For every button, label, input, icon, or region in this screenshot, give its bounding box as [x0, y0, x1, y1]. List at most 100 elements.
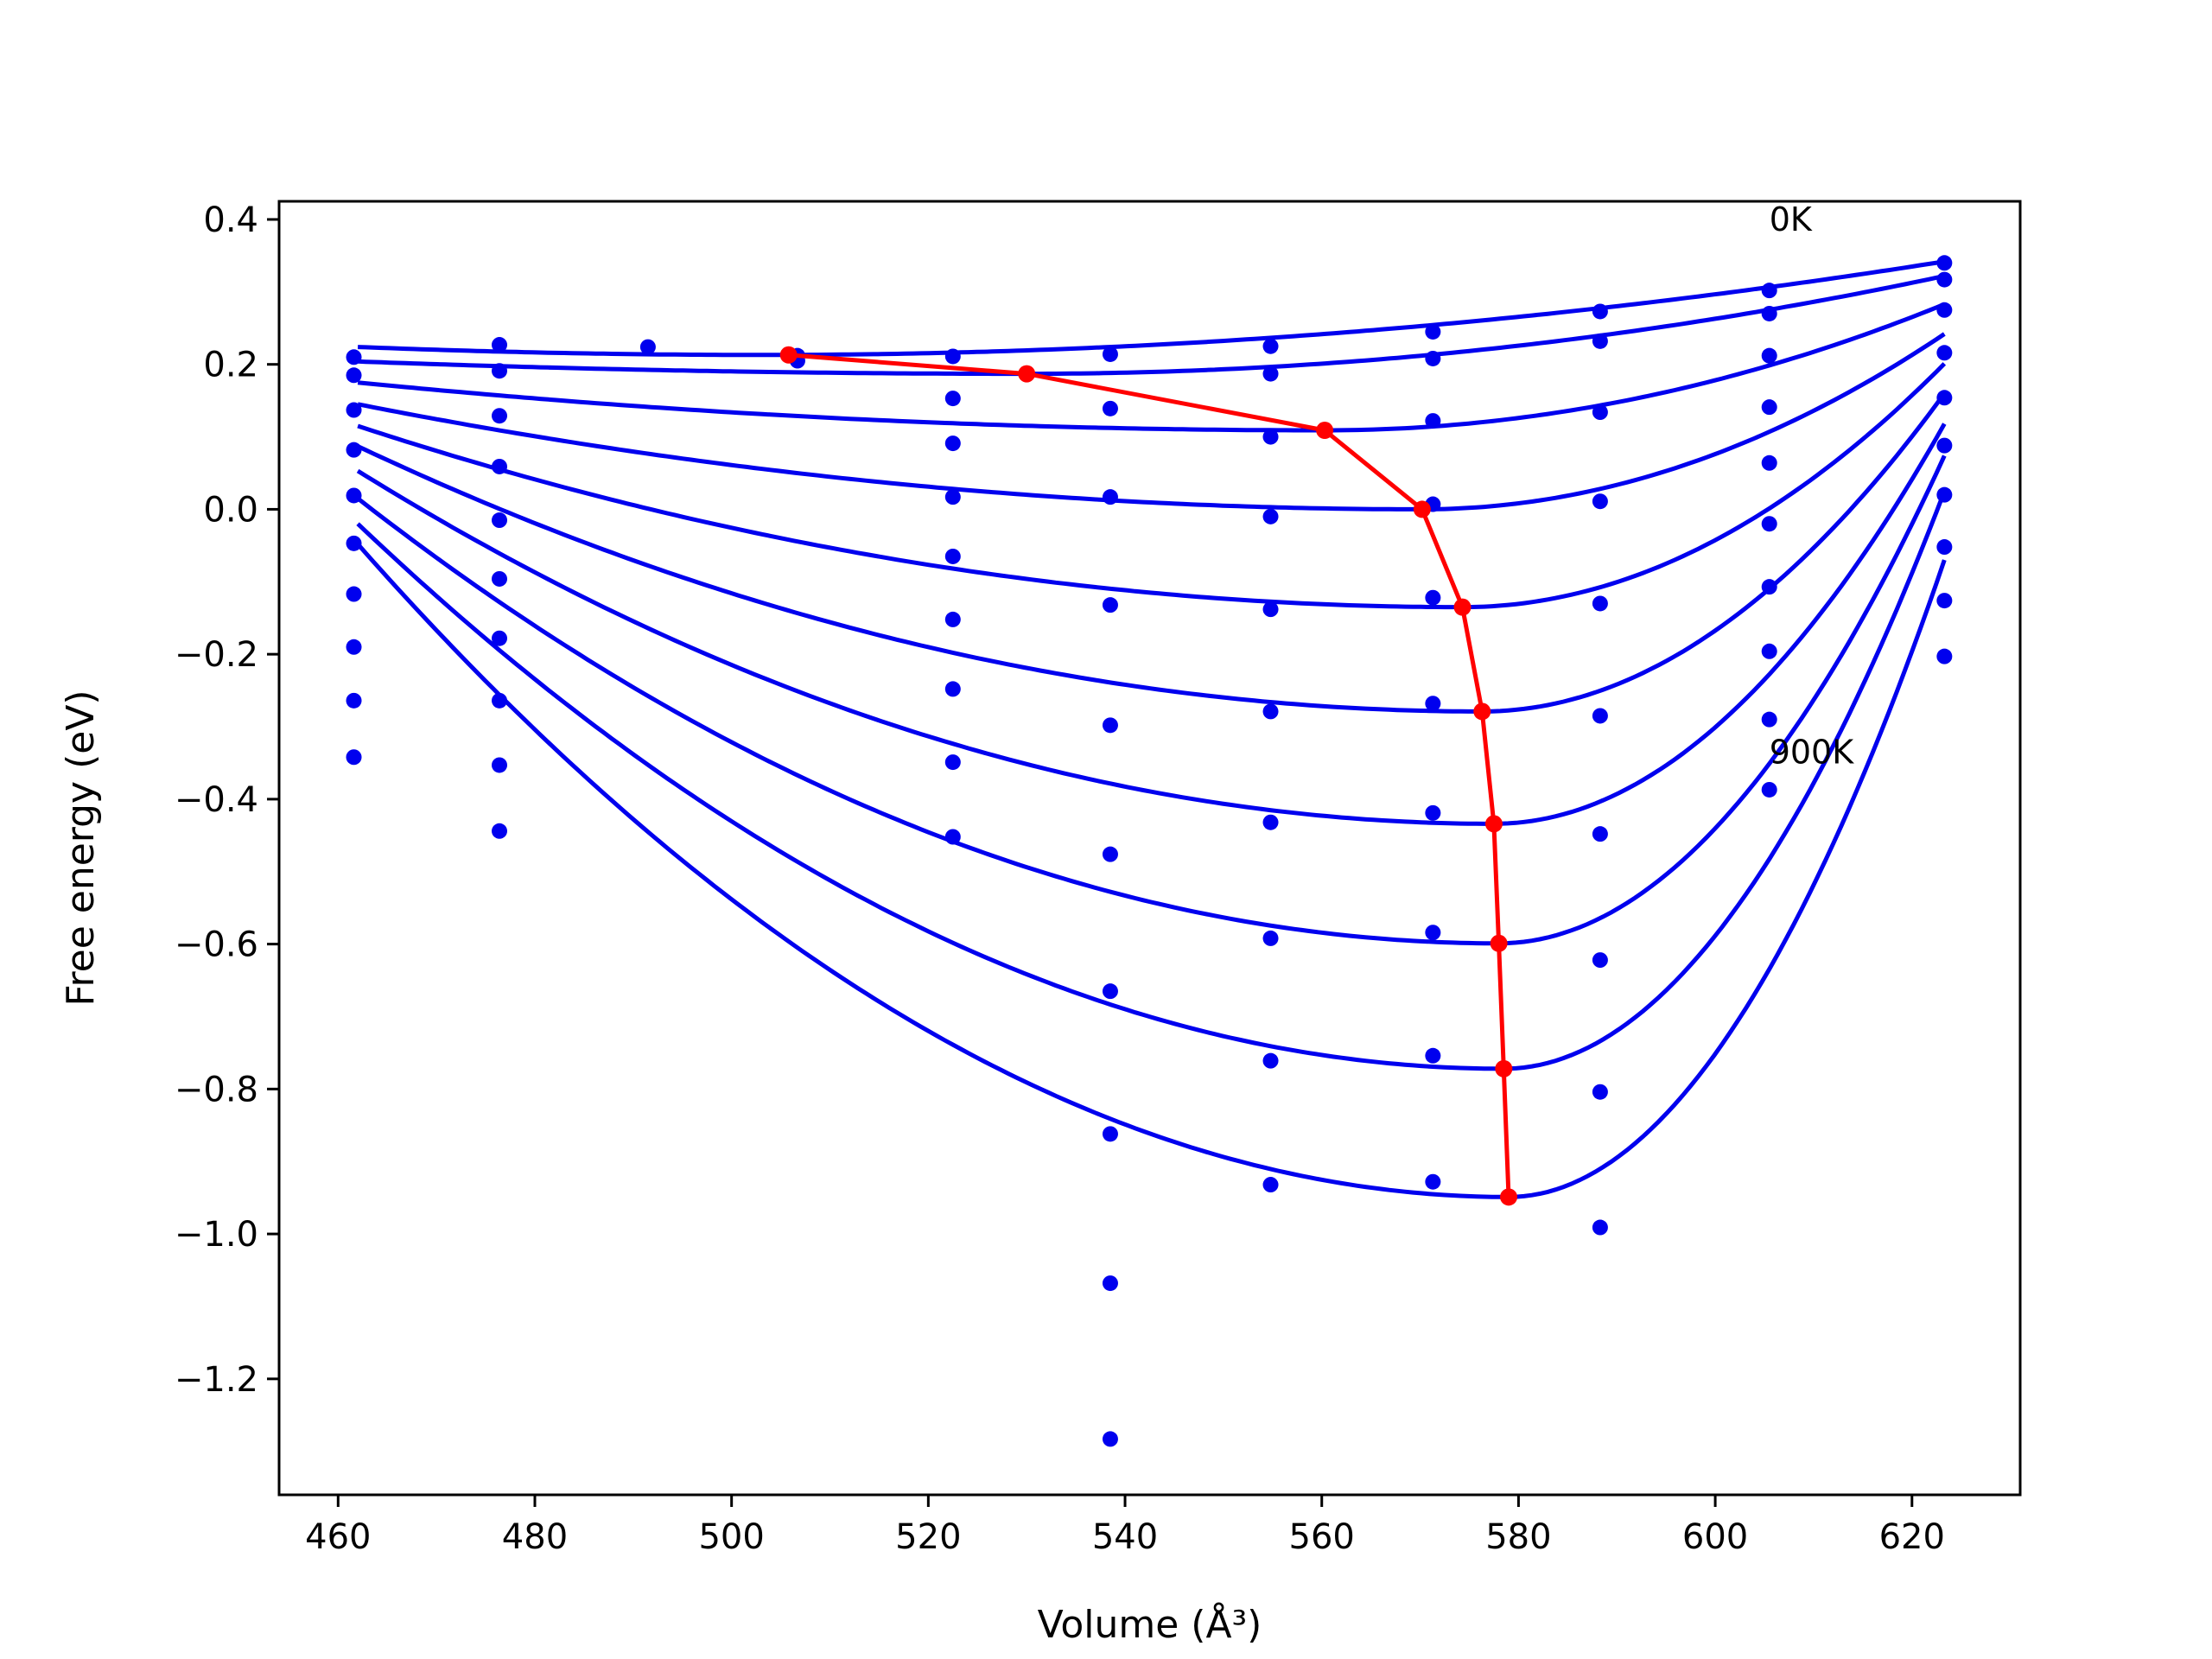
data-point — [944, 435, 961, 452]
data-point — [492, 570, 508, 587]
data-point — [346, 535, 362, 551]
data-point — [1102, 717, 1118, 734]
data-point — [1592, 952, 1608, 969]
equilibrium-line — [788, 353, 1511, 1198]
x-tick-label: 520 — [895, 1517, 961, 1557]
data-point — [1936, 345, 1953, 361]
data-point — [1592, 826, 1608, 842]
data-point — [1592, 303, 1608, 320]
x-axis-label: Volume (Å³) — [1038, 1601, 1262, 1647]
data-point — [492, 757, 508, 773]
data-point — [492, 337, 508, 353]
data-point — [1102, 489, 1118, 505]
data-point — [1592, 1084, 1608, 1100]
data-point — [1102, 846, 1118, 862]
data-point — [1102, 597, 1118, 613]
data-point — [1262, 508, 1279, 524]
fit-curve — [357, 391, 1947, 714]
data-point — [1936, 255, 1953, 271]
data-point — [1592, 333, 1608, 349]
data-point — [1262, 814, 1279, 830]
data-point — [1761, 347, 1777, 364]
data-point — [1262, 601, 1279, 618]
y-tick-label: 0.0 — [203, 490, 258, 530]
data-point — [1262, 930, 1279, 946]
data-point — [346, 692, 362, 709]
data-point — [492, 363, 508, 379]
equilibrium-point — [1453, 598, 1471, 616]
data-point — [1761, 643, 1777, 659]
equilibrium-point — [1484, 815, 1503, 833]
axes-frame — [277, 200, 2022, 1497]
data-point — [1592, 708, 1608, 724]
data-point — [1936, 648, 1953, 664]
y-tick-label: −0.8 — [175, 1070, 258, 1109]
fit-curve — [356, 490, 1947, 1071]
x-tick-label: 480 — [502, 1517, 568, 1557]
data-point — [346, 367, 362, 384]
y-axis: 0.4 0.2 0.0 −0.2 −0.4 −0.6 −0.8 −1.0 −1.2 — [175, 200, 279, 1400]
data-point — [1425, 1047, 1441, 1064]
data-point — [492, 408, 508, 424]
y-tick-label: −0.2 — [175, 635, 258, 675]
data-point — [1761, 399, 1777, 416]
equilibrium-point — [1495, 1059, 1513, 1077]
data-point — [346, 349, 362, 365]
data-point — [1761, 781, 1777, 798]
data-point — [944, 489, 961, 505]
data-point — [944, 754, 961, 771]
fit-curve — [357, 332, 1946, 512]
fit-curve — [357, 362, 1947, 610]
data-point — [1592, 404, 1608, 421]
y-axis-label: Free energy (eV) — [59, 690, 103, 1006]
data-point — [346, 442, 362, 458]
data-point — [1102, 1275, 1118, 1292]
data-point — [492, 630, 508, 646]
data-point — [1425, 925, 1441, 941]
fit-curve — [358, 259, 1945, 358]
data-point — [346, 749, 362, 766]
data-point — [1761, 305, 1777, 321]
data-point — [1761, 579, 1777, 595]
data-point — [1936, 593, 1953, 609]
x-tick-label: 600 — [1682, 1517, 1748, 1557]
y-tick-label: 0.2 — [203, 346, 258, 385]
data-point — [944, 348, 961, 365]
data-point — [1936, 390, 1953, 406]
data-point — [1936, 437, 1953, 454]
data-point — [1761, 516, 1777, 532]
fit-curve — [356, 454, 1947, 946]
data-point — [1425, 1173, 1441, 1190]
data-point — [1262, 703, 1279, 720]
data-point — [492, 823, 508, 839]
annotations: 0K 900K — [1770, 200, 1855, 771]
data-point — [1102, 1126, 1118, 1142]
data-point — [492, 512, 508, 529]
data-point — [1262, 365, 1279, 382]
fit-curve — [357, 273, 1945, 377]
data-point — [1262, 1177, 1279, 1193]
y-tick-label: −0.4 — [175, 780, 258, 820]
data-point — [1936, 271, 1953, 288]
fit-curve — [356, 543, 1947, 1199]
y-tick-label: −1.2 — [175, 1360, 258, 1400]
data-point — [346, 487, 362, 504]
data-point — [1425, 804, 1441, 821]
data-point — [1262, 1052, 1279, 1069]
x-tick-label: 500 — [698, 1517, 764, 1557]
data-point — [1425, 696, 1441, 712]
x-tick-label: 540 — [1092, 1517, 1158, 1557]
data-point — [1425, 413, 1441, 429]
data-point — [1425, 350, 1441, 366]
equilibrium-point — [1018, 365, 1036, 383]
data-point — [346, 586, 362, 602]
data-point — [1102, 400, 1118, 416]
data-point — [1936, 302, 1953, 318]
data-point — [1936, 486, 1953, 503]
equilibrium-point — [1413, 500, 1431, 518]
data-point — [944, 829, 961, 845]
data-point — [346, 639, 362, 655]
data-point — [1102, 346, 1118, 362]
x-tick-label: 620 — [1879, 1517, 1945, 1557]
